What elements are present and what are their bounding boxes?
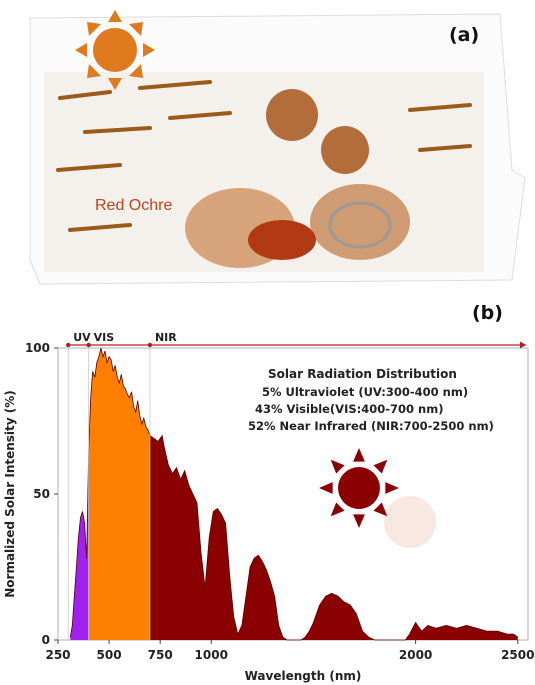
- x-tick-label: 1000: [195, 648, 228, 662]
- red-ochre-caption: Red Ochre: [95, 197, 172, 214]
- y-tick-label: 100: [25, 341, 50, 355]
- y-axis-title: Normalized Solar Intensity (%): [3, 390, 17, 598]
- band-area-nir: [149, 435, 518, 640]
- y-tick-label: 50: [33, 487, 50, 501]
- spectrum-area: [69, 347, 519, 641]
- band-area-vis: [88, 348, 150, 640]
- figures-illustration: [185, 89, 410, 268]
- faded-sun-icon: [384, 496, 436, 548]
- annotation-line: 52% Near Infrared (NIR:700-2500 nm): [248, 419, 494, 433]
- illustration-panel: Red Ochre: [29, 10, 526, 285]
- x-tick-label: 750: [148, 648, 173, 662]
- band-marker: [86, 342, 91, 348]
- band-arrowhead: [520, 341, 526, 349]
- annotation-line: 43% Visible(VIS:400-700 nm): [255, 402, 443, 416]
- x-tick-label: 2000: [399, 648, 432, 662]
- panel-a-label: (a): [449, 24, 480, 46]
- x-tick-label: 500: [97, 648, 122, 662]
- sun-icon: [319, 448, 399, 528]
- sun-icon: [75, 10, 155, 90]
- band-label-uv: UV: [73, 331, 91, 344]
- panel-b-label: (b): [472, 302, 503, 324]
- band-marker: [66, 342, 71, 348]
- axes: 250 500 750 1000 2000 2500 0 50 100: [25, 341, 535, 662]
- x-tick-label: 250: [45, 648, 70, 662]
- y-tick-label: 0: [42, 633, 50, 647]
- band-markers: UV VIS NIR: [66, 331, 526, 640]
- x-tick-label: 2500: [501, 648, 534, 662]
- annotation-line: 5% Ultraviolet (UV:300-400 nm): [262, 385, 468, 399]
- band-label-nir: NIR: [155, 331, 177, 344]
- solar-spectrum-chart: UV VIS NIR 250 500 750 1000 2000 2500 0 50 100 Sol…: [3, 331, 535, 683]
- red-ochre-mound: [248, 220, 316, 260]
- band-marker: [147, 342, 153, 348]
- annotation-title: Solar Radiation Distribution: [268, 367, 457, 381]
- rock-art-strokes: [56, 80, 472, 232]
- annotation-box: Solar Radiation Distribution 5% Ultravio…: [248, 367, 494, 433]
- x-axis-title: Wavelength (nm): [245, 669, 362, 683]
- spectrum-line: [69, 347, 519, 641]
- bowl: [328, 201, 392, 249]
- band-label-vis: VIS: [94, 331, 115, 344]
